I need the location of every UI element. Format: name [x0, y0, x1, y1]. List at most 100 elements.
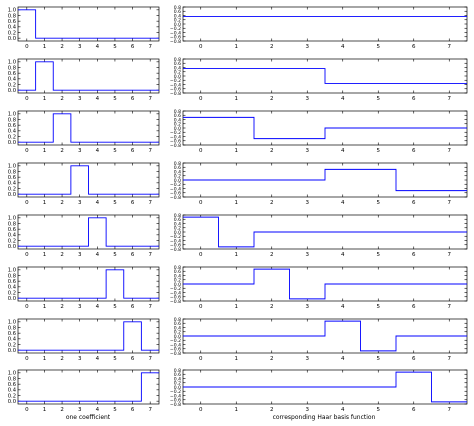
- x-tick-label: 3: [78, 148, 82, 154]
- y-tick-label: −0.4: [170, 82, 181, 88]
- x-tick-label: 0: [25, 96, 29, 102]
- plot-frame: [17, 369, 160, 405]
- plot-frame: [17, 318, 160, 354]
- x-tick-label: 4: [341, 356, 345, 362]
- y-tick-label: 0.4: [174, 376, 181, 382]
- y-tick-label: 0.0: [8, 36, 16, 42]
- x-tick-label: 2: [270, 356, 274, 362]
- x-tick-label: 7: [448, 407, 452, 413]
- x-tick-label: 5: [377, 200, 381, 206]
- y-tick-label: 0.8: [8, 13, 16, 19]
- y-tick-label: 0.2: [8, 393, 16, 399]
- y-tick-label: 0.8: [174, 57, 181, 63]
- panel-right-3: 0 1 2 3 4 5 6 7 −0.8−0.6−0.4−0.20.00.20.40.60.8: [170, 109, 468, 154]
- x-tick-label: 5: [113, 252, 117, 258]
- y-tick-label: 0.4: [174, 65, 181, 71]
- x-tick-label: 0: [199, 252, 203, 258]
- y-tick-label: 0.8: [8, 117, 16, 123]
- x-tick-label: 7: [148, 148, 152, 154]
- y-tick-label: 1.0: [8, 60, 16, 66]
- haar-step-line: [183, 168, 467, 192]
- x-tick-label: 6: [131, 252, 135, 258]
- x-tick-label: 1: [43, 148, 47, 154]
- x-tick-label: 0: [199, 148, 203, 154]
- y-tick-label: 0.4: [8, 25, 17, 31]
- y-tick-label: 0.8: [8, 221, 16, 227]
- y-tick-label: 0.8: [174, 368, 181, 374]
- y-tick-label: 0.2: [174, 18, 181, 24]
- x-tick-label: 2: [60, 252, 64, 258]
- haar-step-line: [18, 165, 159, 195]
- x-tick-label: 2: [60, 44, 64, 50]
- x-tick-label: 2: [270, 96, 274, 102]
- y-tick-label: 0.4: [174, 325, 181, 331]
- x-tick-label: 0: [25, 200, 29, 206]
- y-tick-label: −0.6: [170, 295, 181, 301]
- panel-left-7: 0 1 2 3 4 5 6 7 0.00.20.40.60.81.0: [8, 318, 160, 362]
- y-tick-label: −0.4: [170, 393, 181, 399]
- panel-right-2: 0 1 2 3 4 5 6 7 −0.8−0.6−0.4−0.20.00.20.40.60.8: [170, 57, 468, 102]
- x-tick-label: 4: [341, 96, 345, 102]
- x-tick-label: 1: [43, 96, 47, 102]
- x-tick-label: 5: [377, 407, 381, 413]
- y-tick-label: −0.8: [170, 91, 181, 97]
- x-tick-label: 7: [448, 304, 452, 310]
- x-tick-label: 5: [377, 356, 381, 362]
- haar-step-line: [183, 68, 467, 84]
- x-tick-label: 4: [341, 44, 345, 50]
- y-tick-label: 1.0: [8, 112, 16, 118]
- haar-step-line: [18, 61, 159, 91]
- y-tick-label: 0.6: [8, 123, 16, 129]
- y-tick-label: 0.0: [8, 348, 16, 354]
- x-tick-label: 0: [199, 304, 203, 310]
- haar-step-line: [183, 320, 467, 352]
- y-tick-label: 0.0: [174, 334, 181, 340]
- y-tick-label: 0.2: [8, 82, 16, 88]
- x-tick-label: 3: [78, 304, 82, 310]
- y-tick-label: 0.4: [174, 221, 181, 227]
- x-tick-label: 7: [148, 304, 152, 310]
- y-tick-label: 0.8: [8, 325, 16, 331]
- x-tick-label: 6: [131, 96, 135, 102]
- x-tick-label: 4: [96, 407, 100, 413]
- y-tick-label: 0.0: [8, 399, 16, 405]
- y-tick-label: 0.4: [174, 13, 181, 19]
- haar-step-line: [183, 216, 467, 248]
- x-tick-label: 3: [306, 96, 310, 102]
- x-tick-label: 0: [199, 96, 203, 102]
- y-tick-label: −0.8: [170, 39, 181, 45]
- plot-frame: [17, 214, 160, 250]
- x-tick-label: 6: [412, 44, 416, 50]
- x-tick-label: 3: [306, 200, 310, 206]
- x-tick-label: 1: [43, 44, 47, 50]
- y-tick-label: 0.8: [174, 317, 181, 323]
- x-tick-label: 2: [270, 44, 274, 50]
- x-tick-label: 7: [148, 44, 152, 50]
- y-tick-label: 0.2: [174, 381, 181, 387]
- y-tick-label: 0.8: [174, 265, 181, 271]
- x-tick-label: 2: [270, 304, 274, 310]
- x-tick-label: 5: [377, 252, 381, 258]
- x-tick-label: 4: [96, 356, 100, 362]
- y-tick-label: 0.0: [174, 230, 181, 236]
- x-tick-label: 6: [131, 407, 135, 413]
- x-tick-label: 7: [148, 200, 152, 206]
- x-tick-label: 3: [78, 96, 82, 102]
- x-tick-label: 1: [43, 200, 47, 206]
- y-tick-label: 0.0: [174, 282, 181, 288]
- x-tick-label: 6: [412, 148, 416, 154]
- y-tick-label: −0.6: [170, 243, 181, 249]
- plot-frame: [17, 110, 160, 146]
- plot-frame: [182, 6, 468, 42]
- y-tick-label: 0.0: [8, 88, 16, 94]
- x-tick-label: 3: [78, 200, 82, 206]
- x-tick-label: 3: [306, 252, 310, 258]
- x-tick-label: 1: [43, 304, 47, 310]
- y-tick-label: 0.0: [174, 178, 181, 184]
- haar-step-line: [18, 269, 159, 299]
- plot-frame: [17, 6, 160, 42]
- x-tick-label: 3: [306, 407, 310, 413]
- y-tick-label: −0.2: [170, 286, 181, 292]
- y-tick-label: 0.2: [174, 122, 181, 128]
- x-tick-label: 2: [270, 252, 274, 258]
